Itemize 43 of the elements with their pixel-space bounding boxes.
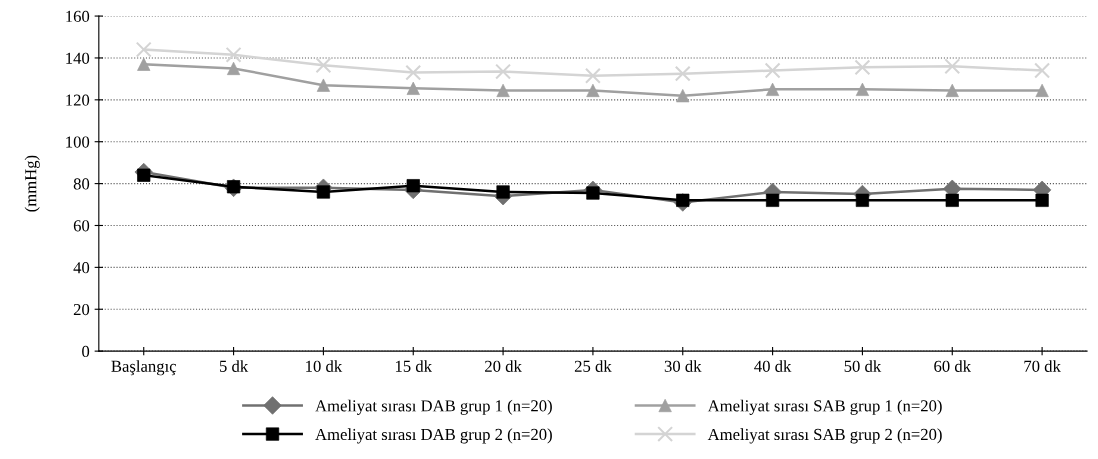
point (1035, 83, 1049, 98)
y-tick-label: 60 (73, 220, 90, 232)
x-tick-label: 30 dk (664, 360, 702, 372)
x-tick-label: 15 dk (395, 360, 432, 372)
point (495, 63, 512, 80)
x-tick-label: 10 dk (306, 360, 343, 372)
x-tick-label: 25 dk (574, 360, 612, 372)
legend-label: Ameliyat sırası SAB grup 2 (n=20) (707, 428, 942, 444)
y-tick-label: 80 (73, 178, 90, 190)
x-tick-label: 60 dk (934, 360, 972, 372)
point (225, 46, 242, 63)
x-tick-label: 20 dk (485, 360, 522, 372)
point (855, 193, 870, 207)
legend-label: Ameliyat sırası DAB grup 2 (n=20) (315, 428, 552, 444)
point (405, 64, 422, 81)
point (315, 57, 332, 74)
x-tick-label: 5 dk (219, 360, 249, 372)
y-axis-title: (mmHg) (24, 155, 40, 212)
point (944, 58, 961, 75)
point (855, 82, 870, 96)
y-tick-label: 120 (66, 94, 90, 106)
point (135, 41, 152, 58)
x-tick-label: Başlangıç (111, 360, 177, 376)
point (137, 168, 151, 182)
x-tick-label: 50 dk (844, 360, 882, 372)
point (406, 179, 420, 193)
point (226, 61, 241, 76)
point (764, 62, 781, 79)
y-tick-label: 0 (82, 345, 90, 358)
point (1034, 62, 1051, 79)
y-tick-label: 20 (73, 303, 90, 316)
x-tick-label: 70 dk (1024, 360, 1061, 372)
point (945, 193, 959, 207)
y-tick-label: 160 (66, 10, 90, 23)
y-tick-label: 100 (66, 136, 90, 148)
point (674, 65, 691, 82)
point (854, 59, 871, 76)
y-tick-label: 40 (73, 262, 90, 274)
legend-label: Ameliyat sırası DAB grup 1 (n=20) (315, 399, 552, 415)
x-tick-label: 40 dk (754, 360, 792, 372)
y-tick-label: 140 (66, 52, 90, 64)
legend-label: Ameliyat sırası SAB grup 1 (n=20) (707, 399, 942, 415)
point (584, 67, 601, 84)
